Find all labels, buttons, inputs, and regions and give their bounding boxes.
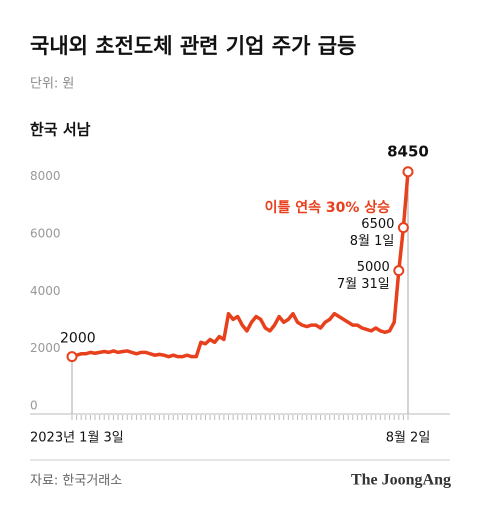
series-label: 한국 서남	[30, 121, 91, 139]
point	[402, 166, 414, 178]
y-tick-label: 2000	[30, 341, 61, 355]
point	[66, 351, 78, 363]
logo: The JoongAng	[351, 472, 451, 489]
point-date: 7월 31일	[337, 277, 390, 292]
x-tick-label: 8월 2일	[386, 431, 431, 446]
value-label: 6500	[361, 217, 394, 232]
point	[397, 222, 409, 234]
x-tick-label: 2023년 1월 3일	[30, 431, 124, 446]
chart-title: 국내외 초전도체 관련 기업 주가 급등	[30, 34, 356, 58]
value-label: 5000	[357, 260, 390, 275]
line	[71, 171, 410, 359]
value-label: 8450	[387, 142, 429, 160]
y-tick-label: 0	[30, 399, 38, 413]
value-label: 2000	[60, 331, 96, 347]
point-date: 8월 1일	[350, 234, 395, 249]
point	[393, 265, 405, 277]
subtitle: 단위: 원	[30, 77, 74, 92]
y-tick-label: 8000	[30, 169, 61, 183]
y-tick-label: 6000	[30, 227, 61, 241]
annotation: 이틀 연속 30% 상승	[265, 199, 391, 216]
y-tick-label: 4000	[30, 284, 61, 298]
source: 자료: 한국거래소	[30, 474, 122, 489]
